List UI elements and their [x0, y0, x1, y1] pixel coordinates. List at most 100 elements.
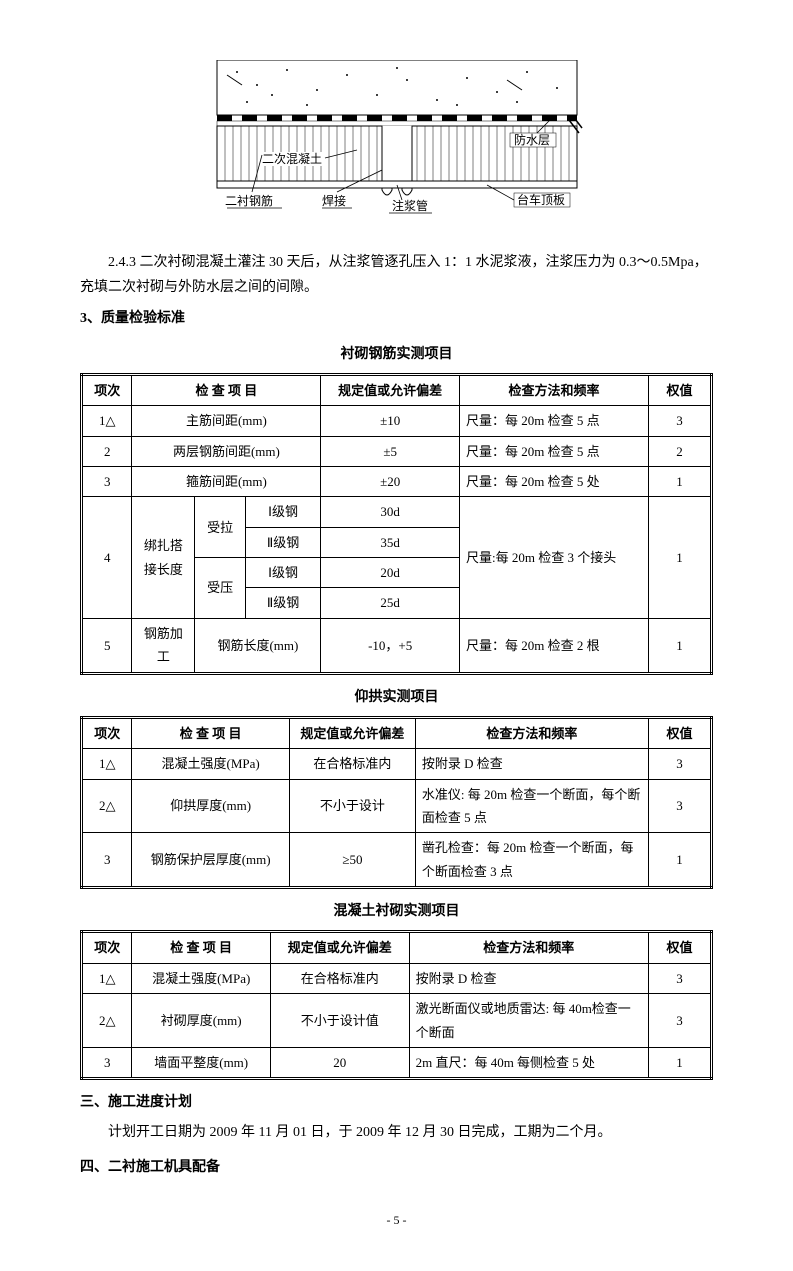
- cell: 3: [648, 994, 711, 1048]
- cell: 3: [648, 779, 711, 833]
- table-row: 3 钢筋保护层厚度(mm) ≥50 凿孔检查：每 20m 检查一个断面，每个断面…: [82, 833, 712, 888]
- cell: 1: [648, 497, 711, 619]
- cell: 受拉: [195, 497, 245, 558]
- diagram-container: 二次混凝土 防水层 二衬钢筋 焊接 注浆管 台车顶板: [80, 60, 713, 230]
- cell: 1: [648, 466, 711, 496]
- paragraph-243: 2.4.3 二次衬砌混凝土灌注 30 天后，从注浆管逐孔压入 1：1 水泥浆液，…: [80, 250, 713, 300]
- t3-h0: 项次: [82, 932, 132, 963]
- cell: 箍筋间距(mm): [132, 466, 321, 496]
- cell: 尺量：每 20m 检查 5 处: [459, 466, 648, 496]
- cell: 30d: [321, 497, 460, 527]
- t3-h2: 规定值或允许偏差: [270, 932, 409, 963]
- cell: 钢筋保护层厚度(mm): [132, 833, 290, 888]
- cell: 3: [82, 1047, 132, 1078]
- cell: 不小于设计值: [270, 994, 409, 1048]
- section4-heading: 三、施工进度计划: [80, 1090, 713, 1115]
- cell: 3: [648, 406, 711, 436]
- t2-h2: 规定值或允许偏差: [289, 717, 415, 748]
- cell: 激光断面仪或地质雷达: 每 40m检查一个断面: [409, 994, 648, 1048]
- section3-heading: 3、质量检验标准: [80, 306, 713, 331]
- table-row: 3 墙面平整度(mm) 20 2m 直尺：每 40m 每侧检查 5 处 1: [82, 1047, 712, 1078]
- cell: 3: [82, 833, 132, 888]
- t1-h3: 检查方法和频率: [459, 374, 648, 405]
- cell: ±20: [321, 466, 460, 496]
- cell: ±5: [321, 436, 460, 466]
- cell: 尺量：每 20m 检查 2 根: [459, 618, 648, 673]
- cell: 2: [648, 436, 711, 466]
- cell: 1: [648, 618, 711, 673]
- cell: 2△: [82, 994, 132, 1048]
- t2-h1: 检 查 项 目: [132, 717, 290, 748]
- cell: 1△: [82, 963, 132, 993]
- table-row: 1△ 混凝土强度(MPa) 在合格标准内 按附录 D 检查 3: [82, 749, 712, 779]
- table-row: 2△ 仰拱厚度(mm) 不小于设计 水准仪: 每 20m 检查一个断面，每个断面…: [82, 779, 712, 833]
- table-row: 5 钢筋加工 钢筋长度(mm) -10，+5 尺量：每 20m 检查 2 根 1: [82, 618, 712, 673]
- cell: 3: [82, 466, 132, 496]
- page-content: 二次混凝土 防水层 二衬钢筋 焊接 注浆管 台车顶板: [0, 0, 793, 1271]
- cell: 3: [648, 963, 711, 993]
- cell: 1△: [82, 749, 132, 779]
- cell: 按附录 D 检查: [409, 963, 648, 993]
- t1-h1: 检 查 项 目: [132, 374, 321, 405]
- cell: 仰拱厚度(mm): [132, 779, 290, 833]
- table-row: 1△ 混凝土强度(MPa) 在合格标准内 按附录 D 检查 3: [82, 963, 712, 993]
- cell: 钢筋长度(mm): [195, 618, 321, 673]
- t3-h3: 检查方法和频率: [409, 932, 648, 963]
- label-welding: 焊接: [322, 193, 346, 208]
- label-trolley-top: 台车顶板: [517, 192, 565, 207]
- cell: 35d: [321, 527, 460, 557]
- cell: 尺量:每 20m 检查 3 个接头: [459, 497, 648, 619]
- t2-h4: 权值: [648, 717, 711, 748]
- cell: 2△: [82, 779, 132, 833]
- cell: 在合格标准内: [289, 749, 415, 779]
- cell: Ⅱ级钢: [245, 588, 321, 618]
- table-row: 3 箍筋间距(mm) ±20 尺量：每 20m 检查 5 处 1: [82, 466, 712, 496]
- table3-concrete-lining: 项次 检 查 项 目 规定值或允许偏差 检查方法和频率 权值 1△ 混凝土强度(…: [80, 930, 713, 1080]
- cell: ≥50: [289, 833, 415, 888]
- label-waterproof-layer: 防水层: [514, 132, 550, 147]
- table2-title: 仰拱实测项目: [80, 685, 713, 710]
- cell: 1: [648, 1047, 711, 1078]
- table-row: 2△ 衬砌厚度(mm) 不小于设计值 激光断面仪或地质雷达: 每 40m检查一个…: [82, 994, 712, 1048]
- table2-invert: 项次 检 查 项 目 规定值或允许偏差 检查方法和频率 权值 1△ 混凝土强度(…: [80, 716, 713, 889]
- table3-title: 混凝土衬砌实测项目: [80, 899, 713, 924]
- cell: Ⅰ级钢: [245, 497, 321, 527]
- cell: 按附录 D 检查: [415, 749, 648, 779]
- cell: 混凝土强度(MPa): [132, 749, 290, 779]
- cell: 20d: [321, 558, 460, 588]
- table1-rebar: 项次 检 查 项 目 规定值或允许偏差 检查方法和频率 权值 1△ 主筋间距(m…: [80, 373, 713, 675]
- t2-h3: 检查方法和频率: [415, 717, 648, 748]
- cell: 墙面平整度(mm): [132, 1047, 271, 1078]
- cross-section-diagram: 二次混凝土 防水层 二衬钢筋 焊接 注浆管 台车顶板: [197, 60, 597, 230]
- cell: 两层钢筋间距(mm): [132, 436, 321, 466]
- cell: 3: [648, 749, 711, 779]
- cell: 在合格标准内: [270, 963, 409, 993]
- cell: 主筋间距(mm): [132, 406, 321, 436]
- t1-h0: 项次: [82, 374, 132, 405]
- cell: 1△: [82, 406, 132, 436]
- cell: Ⅰ级钢: [245, 558, 321, 588]
- cell: 衬砌厚度(mm): [132, 994, 271, 1048]
- table-row: 2 两层钢筋间距(mm) ±5 尺量：每 20m 检查 5 点 2: [82, 436, 712, 466]
- cell: 20: [270, 1047, 409, 1078]
- cell: 水准仪: 每 20m 检查一个断面，每个断面检查 5 点: [415, 779, 648, 833]
- cell: 受压: [195, 558, 245, 619]
- cell: 5: [82, 618, 132, 673]
- paragraph-schedule: 计划开工日期为 2009 年 11 月 01 日，于 2009 年 12 月 3…: [80, 1120, 713, 1145]
- cell: 2: [82, 436, 132, 466]
- cell: Ⅱ级钢: [245, 527, 321, 557]
- t1-h4: 权值: [648, 374, 711, 405]
- t1-h2: 规定值或允许偏差: [321, 374, 460, 405]
- cell: ±10: [321, 406, 460, 436]
- cell: -10，+5: [321, 618, 460, 673]
- cell: 混凝土强度(MPa): [132, 963, 271, 993]
- cell: 尺量：每 20m 检查 5 点: [459, 436, 648, 466]
- t3-h4: 权值: [648, 932, 711, 963]
- cell: 凿孔检查：每 20m 检查一个断面，每个断面检查 3 点: [415, 833, 648, 888]
- cell: 1: [648, 833, 711, 888]
- table-row: 1△ 主筋间距(mm) ±10 尺量：每 20m 检查 5 点 3: [82, 406, 712, 436]
- table1-title: 衬砌钢筋实测项目: [80, 342, 713, 367]
- cell: 绑扎搭接长度: [132, 497, 195, 619]
- t3-h1: 检 查 项 目: [132, 932, 271, 963]
- cell: 不小于设计: [289, 779, 415, 833]
